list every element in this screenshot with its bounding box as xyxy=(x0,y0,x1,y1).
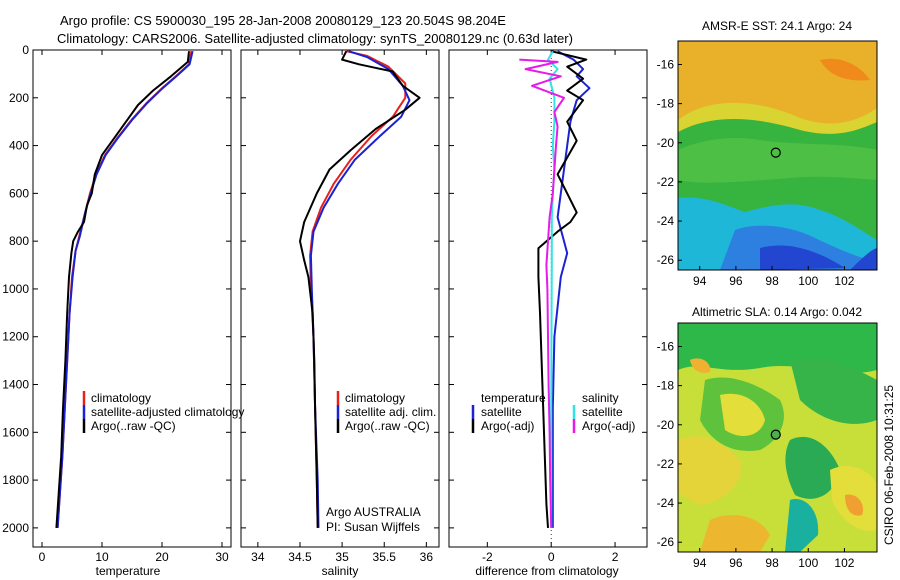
salinity-xlabel: salinity xyxy=(322,564,359,578)
y-tick-label: 1800 xyxy=(2,473,29,487)
map-x-tick-label: 100 xyxy=(798,556,818,570)
difference-xlabel: difference from climatology xyxy=(475,564,618,578)
temperature-xlabel: temperature xyxy=(96,564,161,578)
y-tick-label: 400 xyxy=(9,139,29,153)
map-y-tick-label: -24 xyxy=(657,496,675,510)
pi-label: PI: Susan Wijffels xyxy=(326,520,420,534)
map-x-tick-label: 94 xyxy=(693,274,707,288)
x-tick-label: 34.5 xyxy=(288,550,312,564)
map-y-tick-label: -20 xyxy=(657,136,675,150)
sst-map-frame xyxy=(677,40,878,271)
legend-label-temp-argo: Argo(-adj) xyxy=(481,419,534,433)
figure-title-line1: Argo profile: CS 5900030_195 28-Jan-2008… xyxy=(60,13,506,28)
map-x-tick-label: 96 xyxy=(729,274,743,288)
map-x-tick-label: 94 xyxy=(693,556,707,570)
x-tick-label: 0 xyxy=(548,550,555,564)
temperature-legend: climatology satellite-adjusted climatolo… xyxy=(82,391,244,433)
legend-label-sal-satellite: satellite xyxy=(582,405,623,419)
figure-title-line2: Climatology: CARS2006. Satellite-adjuste… xyxy=(57,31,573,46)
y-tick-label: 1400 xyxy=(2,378,29,392)
legend-label-argo: Argo(..raw -QC) xyxy=(91,419,176,433)
legend-label-climatology: climatology xyxy=(91,391,151,405)
x-tick-label: 35 xyxy=(335,550,349,564)
y-tick-label: 200 xyxy=(9,91,29,105)
legend-label-argo: Argo(..raw -QC) xyxy=(345,419,430,433)
argo-program-label: Argo AUSTRALIA xyxy=(326,505,421,519)
difference-series-line xyxy=(551,50,591,528)
difference-series xyxy=(519,50,591,528)
map-y-tick-label: -16 xyxy=(657,339,675,353)
x-tick-label: 34 xyxy=(251,550,265,564)
legend-title-temperature: temperature xyxy=(481,391,546,405)
map-y-tick-label: -22 xyxy=(657,175,675,189)
difference-axes: -2 0 2 xyxy=(449,49,647,564)
y-tick-label: 1000 xyxy=(2,282,29,296)
difference-panel-frame xyxy=(448,49,648,548)
legend-label-satellite: satellite-adjusted climatology xyxy=(91,405,244,419)
temperature-axes: 0 10 20 30 0 200 400 600 800 1000 1200 1400 1600 1800… xyxy=(2,43,231,564)
map-x-tick-label: 100 xyxy=(798,274,818,288)
temperature-panel-frame xyxy=(32,49,232,548)
map-y-tick-label: -26 xyxy=(657,535,675,549)
sla-map-frame xyxy=(677,322,878,553)
map-x-tick-label: 102 xyxy=(834,556,854,570)
salinity-series xyxy=(299,50,421,528)
map-y-tick-label: -18 xyxy=(657,379,675,393)
difference-legend: temperature satellite Argo(-adj) salinit… xyxy=(471,391,635,433)
csiro-credit: CSIRO 06-Feb-2008 10:31:25 xyxy=(882,385,896,545)
map-y-tick-label: -18 xyxy=(657,97,675,111)
map-y-tick-label: -20 xyxy=(657,418,675,432)
map-y-tick-label: -22 xyxy=(657,457,675,471)
x-tick-label: 0 xyxy=(39,550,46,564)
x-tick-label: 20 xyxy=(155,550,169,564)
map-y-tick-label: -24 xyxy=(657,214,675,228)
x-tick-label: 36 xyxy=(420,550,434,564)
map-y-tick-label: -16 xyxy=(657,57,675,71)
sst-argo-location-marker xyxy=(770,147,781,158)
temperature-series xyxy=(55,50,194,528)
difference-series-line xyxy=(537,50,588,528)
salinity-panel-frame xyxy=(240,49,440,548)
map-x-tick-label: 96 xyxy=(729,556,743,570)
sla-map-axes: 94 96 98 100 102 -16 -18 -20 -22 -24 -26 xyxy=(657,339,855,570)
y-tick-label: 800 xyxy=(9,234,29,248)
legend-label-satellite: satellite adj. clim. xyxy=(345,405,436,419)
map-x-tick-label: 102 xyxy=(834,274,854,288)
legend-label-temp-satellite: satellite xyxy=(481,405,522,419)
sst-heatmap xyxy=(678,41,877,270)
legend-label-climatology: climatology xyxy=(345,391,405,405)
x-tick-label: -2 xyxy=(482,550,493,564)
y-tick-label: 2000 xyxy=(2,521,29,535)
salinity-axes: 34 34.5 35 35.5 36 xyxy=(241,49,439,564)
sst-map-axes: 94 96 98 100 102 -16 -18 -20 -22 -24 -26 xyxy=(657,57,855,288)
salinity-series-line xyxy=(309,50,407,528)
temperature-series-line xyxy=(55,51,190,528)
legend-label-sal-argo: Argo(-adj) xyxy=(582,419,635,433)
x-tick-label: 35.5 xyxy=(373,550,397,564)
map-x-tick-label: 98 xyxy=(765,556,779,570)
sla-argo-location-marker xyxy=(770,429,781,440)
y-tick-label: 1200 xyxy=(2,330,29,344)
x-tick-label: 2 xyxy=(612,550,619,564)
salinity-series-line xyxy=(309,50,411,528)
map-y-tick-label: -26 xyxy=(657,253,675,267)
y-tick-label: 600 xyxy=(9,186,29,200)
x-tick-label: 10 xyxy=(95,550,109,564)
difference-series-line xyxy=(519,58,565,528)
sst-map-title: AMSR-E SST: 24.1 Argo: 24 xyxy=(702,19,852,33)
y-tick-label: 1600 xyxy=(2,425,29,439)
x-tick-label: 30 xyxy=(215,550,229,564)
y-tick-label: 0 xyxy=(22,43,29,57)
salinity-legend: climatology satellite adj. clim. Argo(..… xyxy=(336,391,436,433)
sla-map-title: Altimetric SLA: 0.14 Argo: 0.042 xyxy=(692,305,862,319)
map-x-tick-label: 98 xyxy=(765,274,779,288)
salinity-series-line xyxy=(299,50,421,528)
legend-title-salinity: salinity xyxy=(582,391,619,405)
